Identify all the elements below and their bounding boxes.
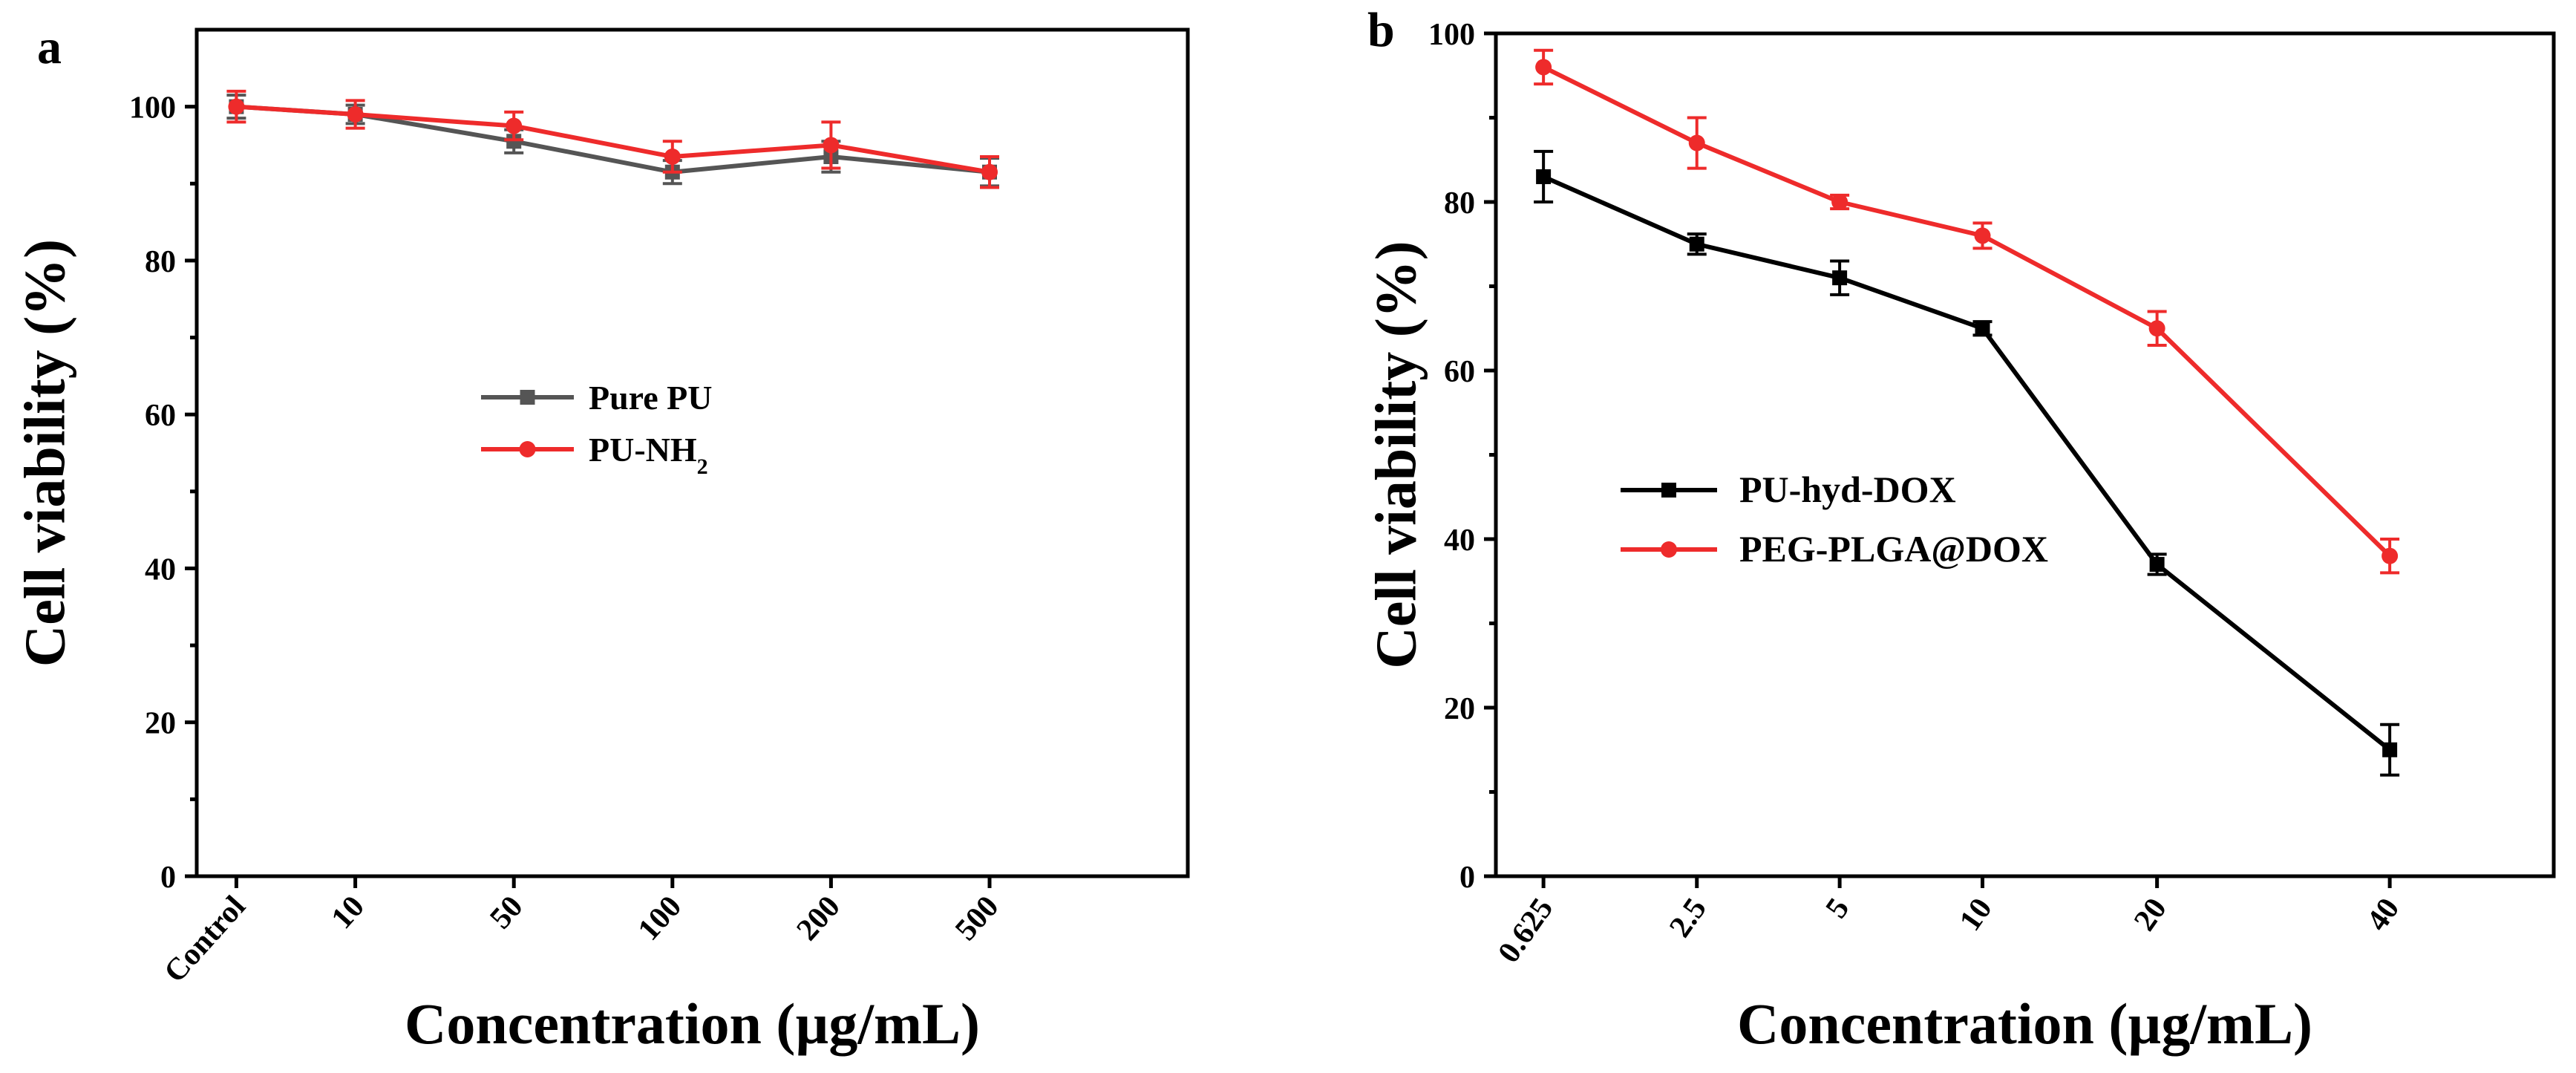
x-tick-label: 0.625 xyxy=(1491,892,1560,969)
x-tick-label: Control xyxy=(157,890,252,989)
data-point xyxy=(981,163,998,180)
panel-a: 0 20 40 60 80 100 Control 10 50 100 200 500 Concentr… xyxy=(13,20,1190,1056)
data-point xyxy=(506,117,523,134)
x-tick-label: 20 xyxy=(2128,892,2174,937)
data-point xyxy=(823,137,840,154)
y-tick-label: 0 xyxy=(1459,861,1475,895)
y-tick-label: 100 xyxy=(129,91,176,125)
data-point xyxy=(2382,547,2399,564)
y-tick-label: 80 xyxy=(145,245,176,279)
data-point xyxy=(1831,194,1848,210)
series-line xyxy=(1542,65,2392,558)
series-1 xyxy=(226,89,999,189)
panel-b: 0 20 40 60 80 100 0.625 2.5 5 10 20 40 Concentration… xyxy=(1364,3,2556,1056)
data-point xyxy=(664,149,681,165)
data-point xyxy=(1536,169,1552,184)
y-tick-label: 80 xyxy=(1444,186,1475,221)
data-point xyxy=(2148,320,2165,337)
data-point xyxy=(228,98,245,115)
legend-label: PU-NH2 xyxy=(589,431,708,479)
data-point xyxy=(347,106,364,123)
plot-frame xyxy=(194,27,1190,878)
y-tick-label: 100 xyxy=(1428,18,1475,52)
data-point xyxy=(1688,134,1705,151)
series-0 xyxy=(226,94,999,188)
data-point xyxy=(1974,227,1991,244)
legend-label: Pure PU xyxy=(589,379,713,417)
y-axis-title: Cell viability (%) xyxy=(1364,241,1428,668)
legend-item: PU-NH2 xyxy=(481,431,708,479)
x-tick-label: 500 xyxy=(949,890,1005,948)
legend-label-text: Pure PU xyxy=(589,379,713,417)
y-tick-label: 60 xyxy=(145,399,176,433)
legend-marker xyxy=(519,441,536,457)
series-1 xyxy=(1534,48,2400,575)
legend-label-subscript: 2 xyxy=(697,454,708,479)
legend-marker xyxy=(1661,483,1676,498)
data-point xyxy=(2382,742,2398,757)
x-tick-label: 10 xyxy=(325,890,371,936)
legend-label: PU-hyd-DOX xyxy=(1739,469,1956,510)
x-tick-label: 100 xyxy=(632,890,688,948)
y-tick-label: 20 xyxy=(145,707,176,741)
legend-item: PEG-PLGA@DOX xyxy=(1621,528,2048,570)
series-line xyxy=(1542,175,2391,752)
x-tick-label: 5 xyxy=(1820,892,1857,924)
y-tick-label: 40 xyxy=(145,552,176,587)
panel-label: a xyxy=(37,20,62,74)
x-tick-label: 50 xyxy=(483,890,529,936)
data-point xyxy=(1975,321,1990,336)
legend-marker xyxy=(1661,541,1677,558)
legend: PU-hyd-DOX PEG-PLGA@DOX xyxy=(1621,469,2048,570)
x-tick-label: 40 xyxy=(2361,892,2407,937)
x-tick-label: 200 xyxy=(790,890,846,948)
data-point xyxy=(1689,236,1704,252)
legend: Pure PU PU-NH2 xyxy=(481,379,713,479)
y-tick-label: 0 xyxy=(160,861,176,895)
legend-marker xyxy=(520,390,535,405)
y-axis-title: Cell viability (%) xyxy=(13,239,77,667)
x-tick-label: 10 xyxy=(1953,892,1999,937)
x-tick-label: 2.5 xyxy=(1663,892,1713,943)
data-point xyxy=(1832,270,1848,286)
data-point xyxy=(2149,557,2165,573)
legend-label-text: PU-hyd-DOX xyxy=(1739,469,1956,510)
legend-label: PEG-PLGA@DOX xyxy=(1739,528,2048,570)
y-tick-label: 40 xyxy=(1444,524,1475,558)
legend-item: Pure PU xyxy=(481,379,713,417)
data-point xyxy=(1535,59,1552,76)
legend-label-text: PEG-PLGA@DOX xyxy=(1739,528,2048,570)
y-tick-label: 20 xyxy=(1444,692,1475,726)
x-axis-title: Concentration (µg/mL) xyxy=(1737,991,2312,1056)
y-tick-label: 60 xyxy=(1444,355,1475,389)
legend-label-text: PU-NH xyxy=(589,431,697,469)
series-line xyxy=(236,104,990,175)
series-0 xyxy=(1534,149,2400,777)
data-point xyxy=(506,134,522,149)
x-axis-title: Concentration (µg/mL) xyxy=(405,991,980,1056)
panel-label: b xyxy=(1367,3,1395,57)
legend-item: PU-hyd-DOX xyxy=(1621,469,1956,510)
